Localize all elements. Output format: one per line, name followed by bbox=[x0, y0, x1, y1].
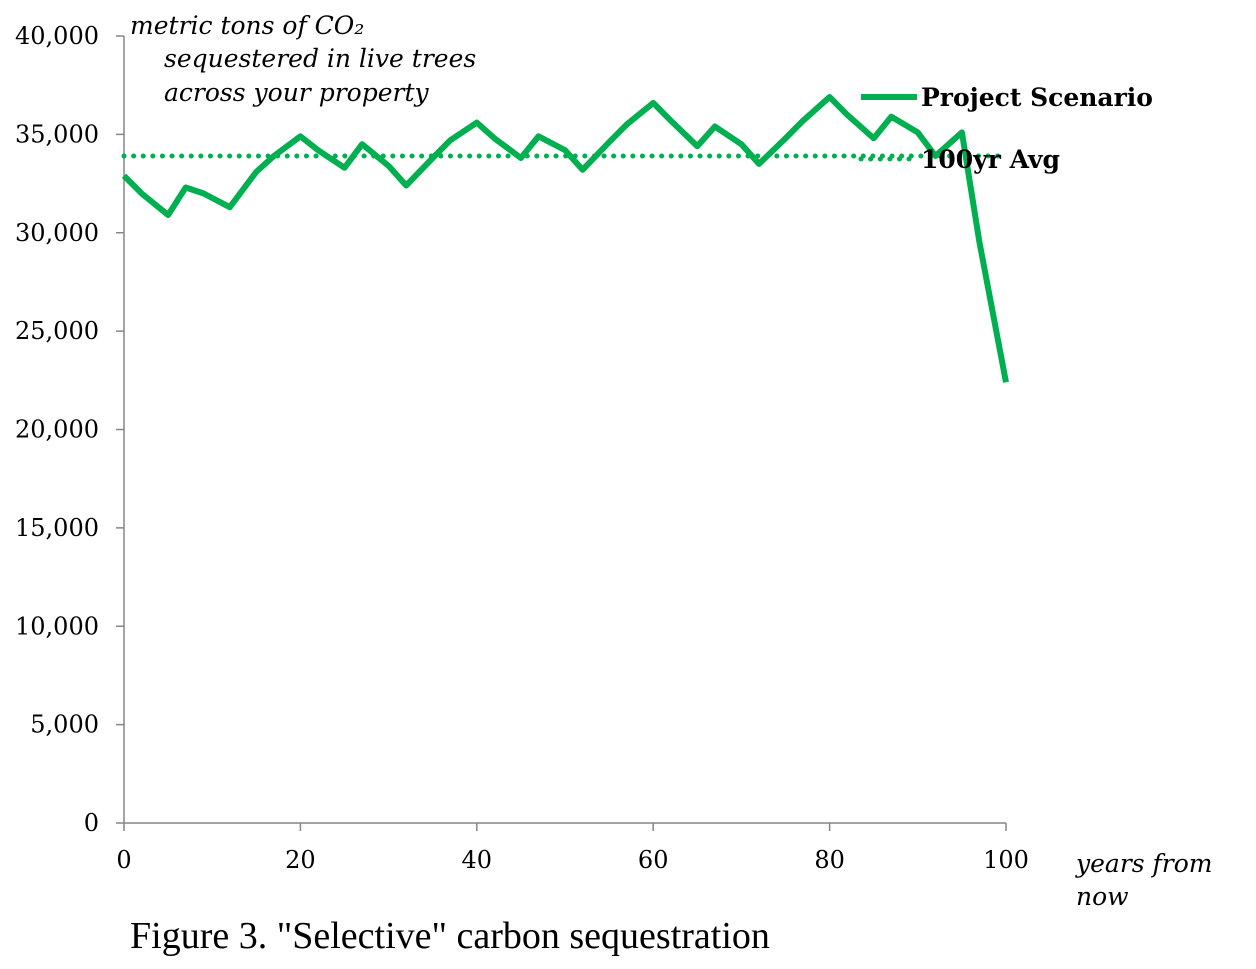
x-tick-label: 60 bbox=[638, 846, 669, 874]
y-tick-label: 30,000 bbox=[15, 219, 99, 247]
legend: Project Scenario 100yr Avg bbox=[858, 83, 1153, 174]
y-tick-label: 0 bbox=[84, 809, 99, 837]
x-axis-label-line: now bbox=[1076, 882, 1129, 911]
legend-label: 100yr Avg bbox=[921, 145, 1060, 174]
y-tick-label: 5,000 bbox=[30, 711, 99, 739]
figure-caption: Figure 3. "Selective" carbon sequestrati… bbox=[130, 915, 770, 957]
y-tick-label: 40,000 bbox=[15, 22, 99, 50]
y-axis-ticks: 0 5,000 10,000 15,000 20,000 25,000 30,000 35,0… bbox=[15, 22, 124, 837]
y-tick-label: 25,000 bbox=[15, 317, 99, 345]
x-axis-ticks: 0 20 40 60 80 100 bbox=[116, 823, 1029, 874]
y-tick-label: 10,000 bbox=[15, 612, 99, 640]
x-tick-label: 100 bbox=[983, 846, 1029, 874]
y-axis-label-line: across your property bbox=[164, 78, 429, 107]
series-group bbox=[121, 94, 1009, 383]
y-axis-label: metric tons of CO₂ sequestered in live tr… bbox=[130, 11, 476, 107]
x-tick-label: 80 bbox=[814, 846, 845, 874]
y-tick-label: 15,000 bbox=[15, 514, 99, 542]
y-tick-label: 35,000 bbox=[15, 120, 99, 148]
legend-label: Project Scenario bbox=[921, 83, 1153, 112]
x-axis-label: years from now bbox=[1075, 849, 1213, 911]
x-axis-label-line: years from bbox=[1075, 849, 1213, 878]
x-tick-label: 20 bbox=[285, 846, 316, 874]
y-tick-label: 20,000 bbox=[15, 416, 99, 444]
x-tick-label: 40 bbox=[462, 846, 493, 874]
y-axis-label-line: sequestered in live trees bbox=[164, 44, 476, 73]
y-axis-label-line: metric tons of CO₂ bbox=[130, 11, 364, 40]
series-project-scenario-line bbox=[121, 94, 1009, 383]
x-tick-label: 0 bbox=[116, 846, 131, 874]
